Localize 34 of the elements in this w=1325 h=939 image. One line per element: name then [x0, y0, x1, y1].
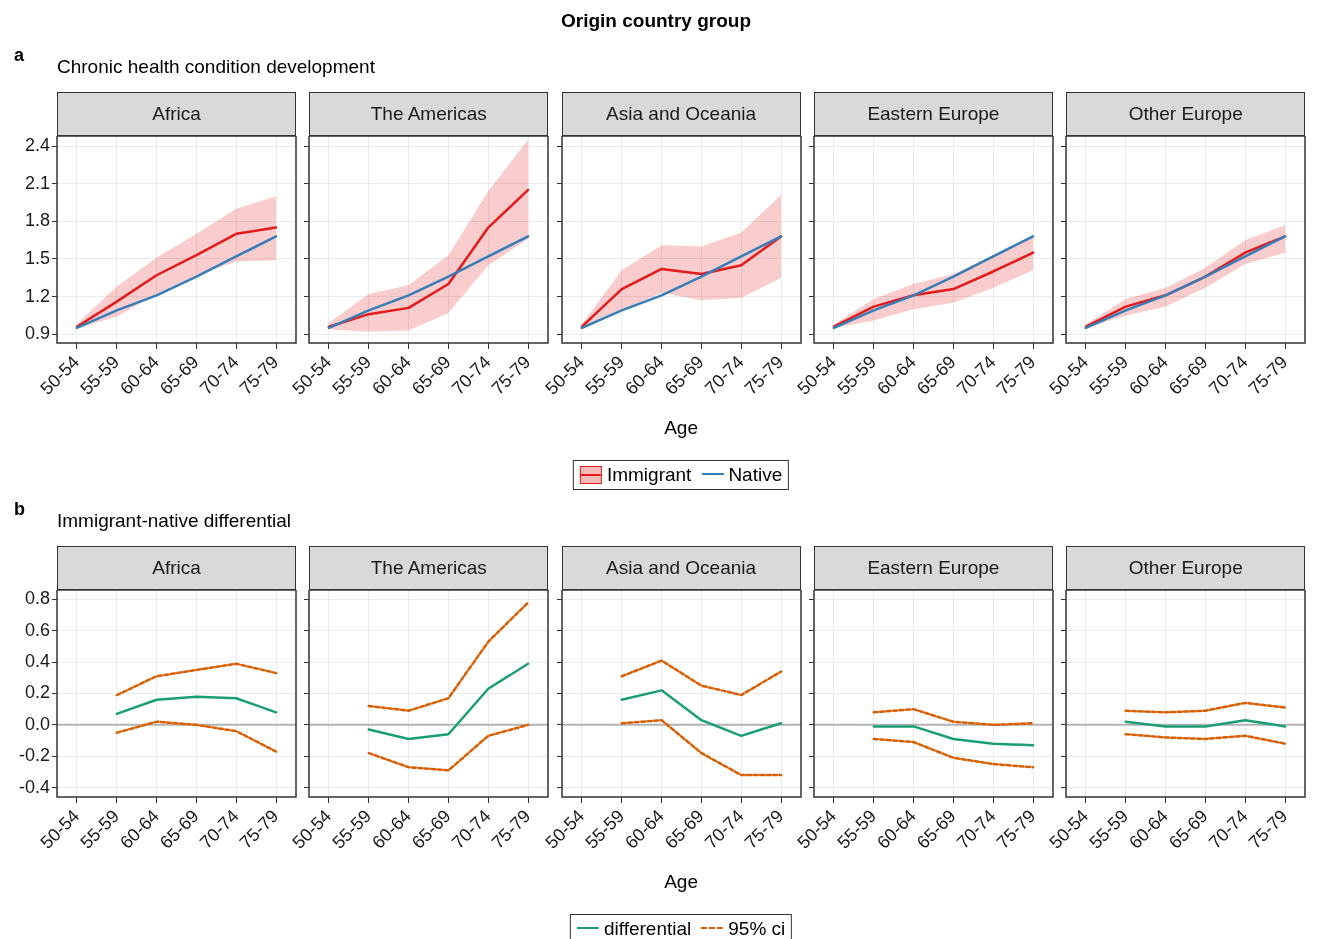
- text: b: [14, 499, 25, 520]
- y-tick-label: 1.2: [24, 285, 50, 306]
- chart-title: Eastern Europe: [813, 546, 1053, 590]
- y-tick-label: 1.5: [24, 247, 50, 268]
- chart-title: Eastern Europe: [813, 92, 1053, 136]
- chart-title: Africa: [57, 92, 296, 136]
- y-tick-label: 2.4: [24, 135, 50, 156]
- y-tick-label: 1.8: [24, 210, 50, 231]
- text: Origin country group: [561, 10, 751, 32]
- y-tick-label: 0.9: [24, 323, 50, 344]
- chart-title: Asia and Oceania: [561, 92, 801, 136]
- chart-title: The Americas: [309, 92, 549, 136]
- legend-label: 95% ci: [728, 918, 786, 939]
- y-tick-label: 2.1: [24, 172, 50, 193]
- y-tick-label: 0.4: [24, 651, 50, 672]
- y-tick-label: 0.6: [24, 619, 50, 640]
- legend-label: differential: [603, 918, 692, 939]
- legend-label: Immigrant: [606, 464, 692, 486]
- y-tick-label: -0.4: [18, 776, 50, 797]
- x-axis-title: Age: [664, 417, 698, 439]
- legend-label: Native: [728, 464, 783, 486]
- chart-title: Africa: [57, 546, 296, 590]
- chart-title: Other Europe: [1066, 92, 1306, 136]
- chart-subtitle: Immigrant-native differential: [57, 510, 292, 532]
- y-tick-label: -0.2: [18, 745, 50, 766]
- chart-title: Asia and Oceania: [561, 546, 801, 590]
- y-tick-label: 0.2: [24, 682, 50, 703]
- y-tick-label: 0.0: [24, 713, 50, 734]
- chart-title: Other Europe: [1066, 546, 1306, 590]
- chart-title: The Americas: [309, 546, 549, 590]
- x-axis-title: Age: [664, 871, 698, 893]
- y-tick-label: 0.8: [24, 588, 50, 609]
- text: a: [14, 45, 25, 66]
- chart-subtitle: Chronic health condition development: [57, 56, 375, 78]
